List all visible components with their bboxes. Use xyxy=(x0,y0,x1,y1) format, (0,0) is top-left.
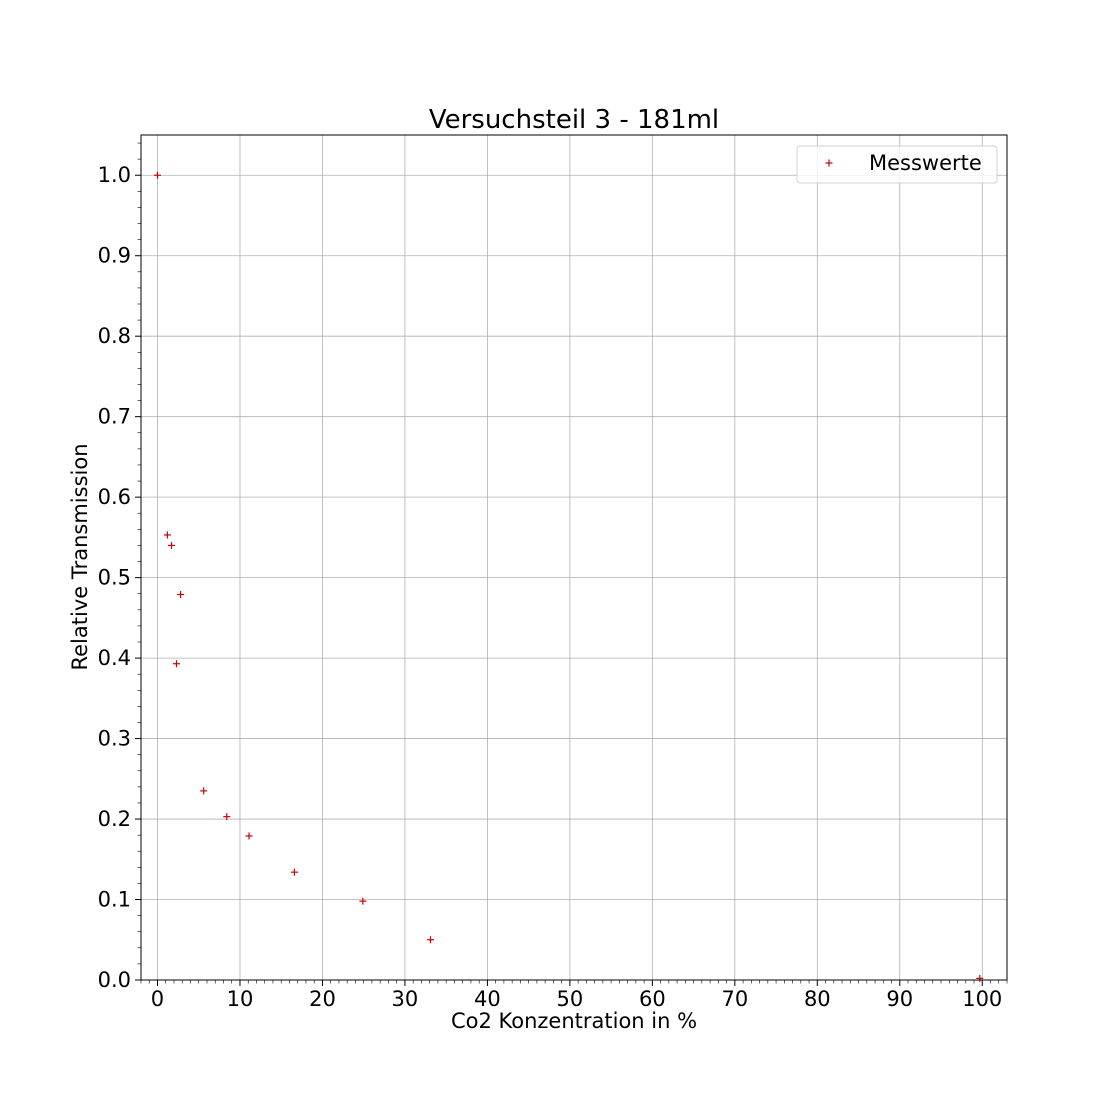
x-tick-label: 50 xyxy=(557,987,584,1011)
y-tick-label: 0.5 xyxy=(98,566,131,590)
minor-ticks xyxy=(137,142,1008,984)
y-tick-label: 0.8 xyxy=(98,324,131,348)
legend-marker-plus xyxy=(825,159,833,167)
data-point xyxy=(177,591,185,599)
data-point xyxy=(163,531,171,539)
data-point xyxy=(426,936,434,944)
x-tick-label: 70 xyxy=(721,987,748,1011)
y-tick-label: 0.6 xyxy=(98,485,131,509)
x-tick-label: 0 xyxy=(151,987,164,1011)
data-point xyxy=(153,171,161,179)
x-tick-label: 30 xyxy=(392,987,419,1011)
plot-frame xyxy=(140,134,1008,981)
data-point xyxy=(168,541,176,549)
y-tick-label: 0.4 xyxy=(98,646,131,670)
y-tick-label: 1.0 xyxy=(98,163,131,187)
y-tick-label: 0.7 xyxy=(98,405,131,429)
x-tick-label: 80 xyxy=(804,987,831,1011)
data-point xyxy=(200,787,208,795)
data-point xyxy=(976,974,984,982)
data-point xyxy=(245,832,253,840)
x-tick-label: 20 xyxy=(309,987,336,1011)
legend-frame xyxy=(796,145,998,184)
x-tick-label: 40 xyxy=(474,987,501,1011)
y-axis: 0.0 0.1 0.2 0.3 0.4 0.5 0.6 0.7 0.8 0.9 1.0 xyxy=(98,163,141,992)
data-point xyxy=(290,868,298,876)
legend-entry-messwerte: Messwerte xyxy=(869,151,982,175)
y-tick-label: 0.1 xyxy=(98,888,131,912)
chart-title: Versuchsteil 3 - 181ml xyxy=(429,105,719,135)
legend: Messwerte xyxy=(796,145,998,184)
y-tick-label: 0.0 xyxy=(98,968,131,992)
x-tick-label: 60 xyxy=(639,987,666,1011)
data-point xyxy=(172,660,180,668)
data-point xyxy=(359,897,367,905)
data-point xyxy=(223,813,231,821)
data-points xyxy=(153,171,984,982)
x-tick-label: 90 xyxy=(886,987,913,1011)
x-tick-label: 10 xyxy=(227,987,254,1011)
x-tick-label: 100 xyxy=(962,987,1002,1011)
x-axis: 0 10 20 30 40 50 60 70 80 90 100 xyxy=(151,980,1002,1011)
y-axis-label: Relative Transmission xyxy=(68,443,92,670)
y-tick-label: 0.9 xyxy=(98,244,131,268)
grid-lines xyxy=(141,135,1007,981)
x-axis-label: Co2 Konzentration in % xyxy=(451,1009,697,1033)
y-tick-label: 0.2 xyxy=(98,807,131,831)
y-tick-label: 0.3 xyxy=(98,727,131,751)
